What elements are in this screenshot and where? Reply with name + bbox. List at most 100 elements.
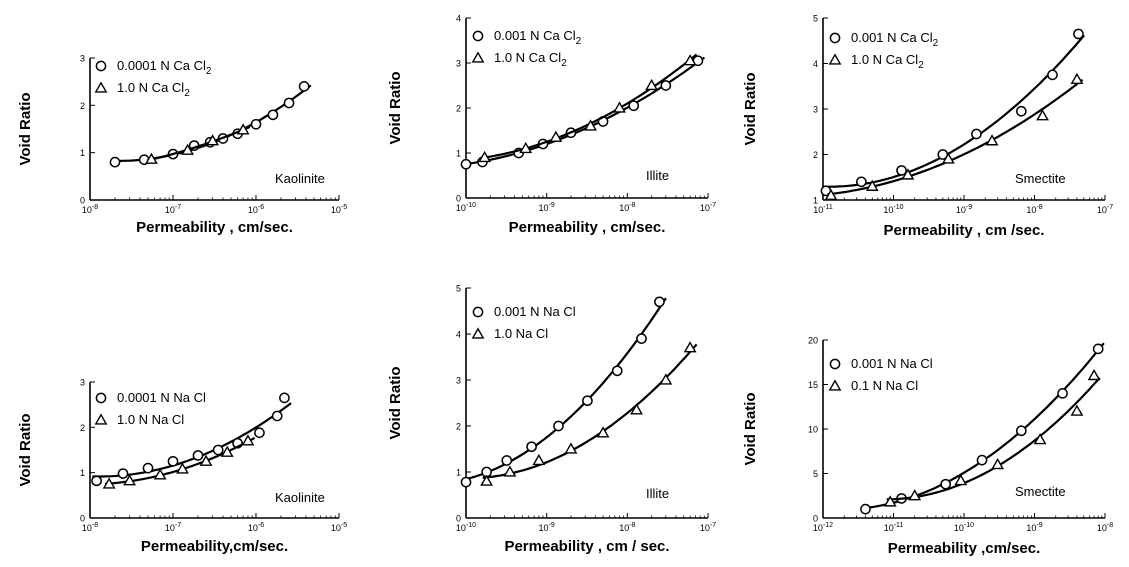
y-tick-label: 0: [80, 514, 85, 524]
fitted-curve: [104, 436, 256, 485]
data-point: [683, 54, 697, 66]
data-point: [1015, 105, 1027, 117]
data-point: [896, 165, 907, 176]
y-axis-title: Void Ratio: [742, 72, 759, 145]
x-tick-label: 10-5: [331, 204, 347, 215]
data-point: [142, 462, 154, 474]
data-point: [596, 426, 610, 438]
legend-label: 0.001 N Ca Cl2: [494, 28, 582, 47]
data-point: [220, 445, 234, 457]
y-tick-label: 3: [813, 105, 818, 115]
y-tick-label: 5: [813, 469, 818, 479]
x-axis-title: Permeability , cm/sec.: [136, 219, 293, 236]
mineral-label: Kaolinite: [275, 171, 325, 186]
x-tick-label: 10-11: [813, 204, 833, 215]
data-point: [501, 455, 513, 466]
data-point: [241, 434, 255, 446]
data-point: [1087, 368, 1101, 381]
data-point: [553, 420, 564, 432]
data-point: [503, 465, 517, 477]
data-point: [1033, 433, 1047, 445]
data-point: [908, 489, 922, 501]
x-axis-title: Permeability , cm/sec.: [509, 219, 666, 236]
data-point: [199, 454, 213, 466]
mineral-label: Illite: [646, 168, 669, 183]
legend-label: 1.0 N Ca Cl2: [117, 80, 190, 99]
data-point: [683, 341, 697, 353]
legend-marker: [94, 413, 108, 425]
y-tick-label: 0: [456, 194, 461, 204]
legend-marker: [94, 81, 108, 93]
data-point: [153, 468, 167, 480]
legend-marker: [472, 30, 484, 42]
mineral-label: Kaolinite: [275, 490, 325, 505]
x-tick-label: 10-10: [456, 202, 476, 213]
y-tick-label: 2: [80, 423, 85, 433]
data-point: [611, 365, 623, 377]
x-tick-label: 10-10: [954, 522, 974, 533]
x-tick-label: 10-6: [248, 204, 264, 215]
y-tick-label: 0: [80, 196, 85, 206]
data-point: [645, 78, 659, 91]
x-axis-title: Permeability , cm /sec.: [884, 222, 1045, 239]
x-tick-label: 10-8: [1026, 204, 1042, 215]
data-point: [582, 395, 593, 407]
x-tick-label: 10-8: [82, 522, 98, 533]
mineral-label: Smectite: [1015, 484, 1066, 499]
data-point: [181, 143, 195, 155]
data-point: [298, 81, 310, 92]
y-axis-title: Void Ratio: [387, 366, 404, 439]
legend-marker: [472, 306, 484, 318]
data-point: [1092, 343, 1104, 355]
data-point: [254, 427, 265, 439]
x-tick-label: 10-7: [165, 522, 181, 533]
y-tick-label: 3: [80, 54, 85, 64]
x-tick-label: 10-7: [700, 522, 716, 533]
data-point: [549, 130, 563, 142]
data-point: [860, 503, 871, 515]
legend-label: 1.0 Na Cl: [494, 326, 548, 341]
data-point: [1070, 72, 1084, 85]
y-tick-label: 4: [456, 14, 461, 24]
legend-marker: [828, 379, 842, 391]
y-tick-label: 3: [456, 59, 461, 69]
legend-marker: [95, 392, 107, 404]
y-tick-label: 15: [808, 380, 818, 390]
legend-marker: [471, 51, 485, 63]
chart-panel: 10-11 10-10 10-9 10-8 10-7 1 2 3 4 5 Permeability …: [742, 14, 1113, 240]
data-point: [91, 475, 102, 487]
y-axis-title: Void Ratio: [387, 71, 404, 144]
x-tick-label: 10-10: [883, 204, 903, 215]
data-point: [941, 152, 955, 164]
data-point: [564, 442, 578, 454]
legend-label: 0.001 N Na Cl: [851, 356, 933, 371]
data-point: [584, 119, 597, 131]
data-point: [192, 450, 204, 461]
y-tick-label: 10: [808, 425, 818, 435]
data-point: [460, 476, 472, 488]
legend-label: 0.001 N Na Cl: [494, 304, 576, 319]
mineral-label: Smectite: [1015, 171, 1066, 186]
data-point: [654, 296, 665, 308]
data-point: [865, 179, 879, 191]
y-tick-label: 1: [80, 468, 85, 478]
x-tick-label: 10-9: [1026, 522, 1042, 533]
data-point: [206, 134, 220, 146]
y-tick-label: 5: [813, 14, 818, 24]
y-axis-title: Void Ratio: [742, 392, 759, 465]
legend-label: 0.001 N Ca Cl2: [851, 30, 939, 49]
y-tick-label: 3: [80, 378, 85, 388]
data-point: [636, 333, 647, 344]
x-tick-label: 10-8: [1097, 522, 1113, 533]
x-axis-title: Permeability ,cm/sec.: [888, 540, 1041, 557]
data-point: [271, 410, 283, 422]
data-point: [532, 453, 546, 466]
y-tick-label: 3: [456, 376, 461, 386]
data-point: [526, 441, 537, 453]
data-point: [856, 176, 867, 188]
data-point: [250, 118, 262, 130]
legend-label: 1.0 N Ca Cl2: [851, 52, 924, 71]
legend-label: 0.1 N Na Cl: [851, 378, 918, 393]
legend-marker: [829, 358, 841, 370]
